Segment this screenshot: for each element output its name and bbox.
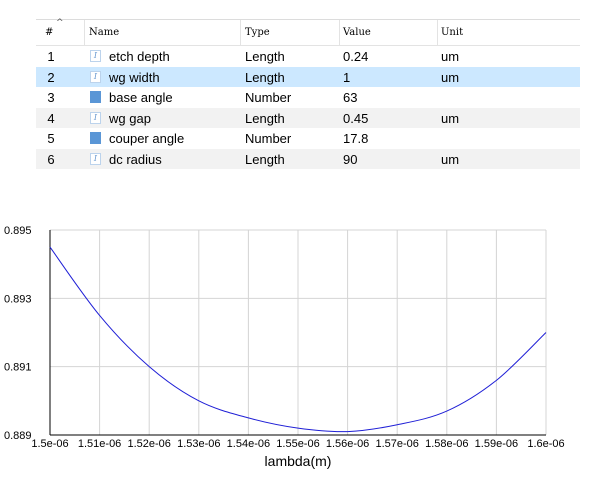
parameter-unit: um [441, 69, 460, 85]
parameter-name: wg width [109, 69, 160, 85]
x-tick-label: 1.54e-06 [227, 438, 270, 450]
parameter-name: base angle [109, 90, 173, 105]
formula-icon: I [90, 50, 101, 62]
table-row[interactable]: 2 I wg width Length 1 um [36, 66, 580, 87]
x-tick-label: 1.59e-06 [475, 438, 518, 450]
parameters-table: ^ # Name Type Value Unit 1 I etch depth … [36, 18, 580, 169]
formula-icon: I [90, 152, 101, 165]
column-header-index[interactable]: # [45, 27, 54, 38]
parameter-value[interactable]: 17.8 [343, 131, 369, 146]
parameter-unit: um [441, 110, 460, 126]
table-row[interactable]: 1 I etch depth Length 0.24 um [36, 46, 580, 67]
parameter-value[interactable]: 0.45 [343, 110, 369, 126]
row-index: 3 [47, 90, 55, 105]
parameter-type: Length [245, 69, 285, 85]
x-tick-label: 1.58e-06 [425, 438, 468, 450]
parameter-type: Number [245, 131, 292, 146]
line-chart: 0.889 0.891 0.893 0.895 1.5e-06 1.51e-06 1.52e… [4, 225, 565, 469]
table-row[interactable]: 6 I dc radius Length 90 um [36, 148, 580, 169]
x-tick-label: 1.52e-06 [127, 438, 170, 450]
x-tick-label: 1.5e-06 [31, 438, 68, 450]
parameter-unit: um [441, 49, 460, 64]
x-tick-label: 1.56e-06 [326, 438, 369, 450]
y-tick-label: 0.893 [4, 293, 32, 305]
parameter-name: dc radius [109, 151, 162, 167]
column-header-name[interactable]: Name [89, 27, 120, 38]
parameter-value[interactable]: 90 [343, 151, 358, 167]
row-index: 6 [47, 151, 55, 167]
column-divider[interactable] [339, 20, 340, 45]
parameter-type: Length [245, 49, 285, 64]
x-tick-label: 1.53e-06 [177, 438, 220, 450]
sort-ascending-icon[interactable]: ^ [56, 18, 64, 28]
y-tick-label: 0.891 [4, 362, 32, 374]
table-row[interactable]: 3 base angle Number 63 [36, 87, 580, 108]
y-tick-label: 0.889 [4, 430, 32, 442]
column-divider[interactable] [84, 20, 85, 45]
parameter-value[interactable]: 63 [343, 90, 358, 105]
x-tick-label: 1.6e-06 [527, 438, 564, 450]
number-icon [90, 132, 101, 144]
table-row[interactable]: 5 couper angle Number 17.8 [36, 128, 580, 149]
column-header-unit[interactable]: Unit [441, 27, 464, 38]
parameter-type: Length [245, 151, 285, 167]
formula-icon: I [90, 111, 101, 124]
table-row[interactable]: 4 I wg gap Length 0.45 um [36, 107, 580, 128]
row-index: 2 [47, 69, 55, 85]
parameter-value[interactable]: 0.24 [343, 49, 369, 64]
parameter-unit: um [441, 151, 460, 167]
parameter-type: Number [245, 90, 292, 105]
column-header-type[interactable]: Type [245, 27, 270, 38]
formula-icon: I [90, 70, 101, 83]
x-tick-label: 1.57e-06 [375, 438, 418, 450]
row-index: 4 [47, 110, 55, 126]
number-icon [90, 91, 101, 103]
parameter-name: wg gap [109, 110, 151, 126]
series-line [49, 246, 547, 433]
parameter-name: couper angle [109, 131, 185, 146]
x-axis-label: lambda(m) [265, 453, 332, 469]
table-header: ^ # Name Type Value Unit [36, 18, 580, 46]
y-tick-label: 0.895 [4, 225, 32, 237]
row-index: 5 [47, 131, 55, 146]
parameter-value[interactable]: 1 [343, 69, 351, 85]
parameter-type: Length [245, 110, 285, 126]
column-divider[interactable] [437, 20, 438, 45]
column-header-value[interactable]: Value [343, 27, 371, 38]
column-divider[interactable] [240, 20, 241, 45]
x-tick-label: 1.55e-06 [276, 438, 319, 450]
row-index: 1 [47, 49, 55, 64]
parameter-name: etch depth [109, 49, 170, 64]
x-tick-label: 1.51e-06 [78, 438, 121, 450]
